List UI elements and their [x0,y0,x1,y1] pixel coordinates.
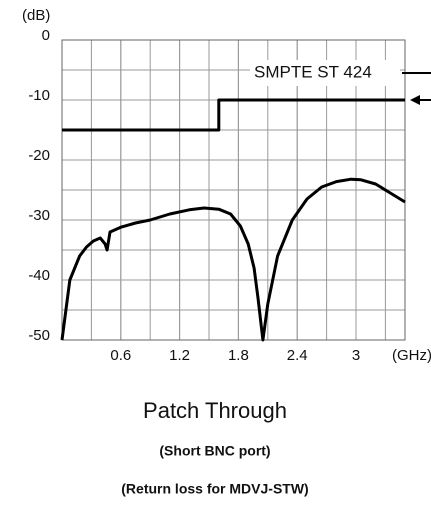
legend-label: SMPTE ST 424 [254,62,372,81]
x-tick-label: 1.2 [169,347,190,364]
x-tick-label: 2.4 [287,347,308,364]
y-axis-label: (dB) [22,7,50,24]
legend-bg [250,60,400,86]
y-tick-label: -30 [28,207,50,224]
x-axis-label: (GHz) [392,347,431,364]
y-tick-label: -40 [28,267,50,284]
x-tick-label: 0.6 [110,347,131,364]
series-line [60,177,406,342]
x-tick-label: 3 [352,347,360,364]
arrow-head [410,95,420,105]
x-tick-label: 1.8 [228,347,249,364]
footer-line: (Short BNC port) [159,443,270,459]
y-tick-label: -20 [28,147,50,164]
y-tick-label: -10 [28,87,50,104]
y-tick-label: 0 [42,27,50,44]
plot-frame [61,39,406,341]
footer-line: (Return loss for MDVJ-STW) [121,481,308,497]
footer-title: Patch Through [143,398,287,423]
y-tick-label: -50 [28,327,50,344]
series-line [62,98,405,132]
